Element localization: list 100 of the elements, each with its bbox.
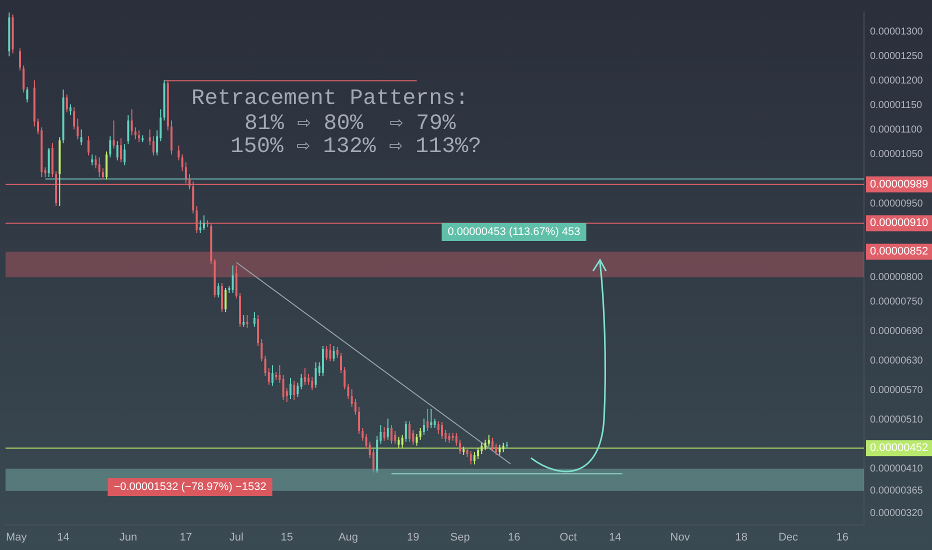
- candlestick: [178, 145, 180, 161]
- candlestick: [296, 382, 299, 398]
- y-tick-label: 0.00000365: [870, 486, 924, 497]
- candlestick: [311, 376, 314, 391]
- candlestick: [152, 136, 154, 156]
- candlestick: [426, 408, 429, 432]
- candlestick: [344, 366, 346, 390]
- candlestick: [26, 86, 28, 103]
- candlestick: [347, 383, 350, 400]
- annotation: 0.00000453 (113.67%) 453: [448, 226, 580, 238]
- y-tick-label: 0.00001250: [870, 50, 924, 62]
- candlestick: [448, 432, 450, 444]
- candlestick: [271, 364, 274, 386]
- band-label: 0.00000852: [870, 246, 928, 258]
- candlestick: [416, 433, 418, 446]
- candlestick: [408, 420, 411, 442]
- candlestick: [293, 380, 296, 401]
- y-tick-label: 0.00001050: [870, 149, 924, 160]
- candlestick: [308, 374, 310, 386]
- x-tick-label: 14: [57, 531, 70, 544]
- candlestick: [73, 106, 76, 130]
- candlestick: [383, 426, 386, 442]
- y-tick-label: 0.00001100: [870, 124, 923, 136]
- candlestick: [430, 408, 432, 429]
- annotation: −0.00001532 (−78.97%) −1532: [114, 481, 266, 494]
- annotation: 81% ⇨ 80% ⇨ 79%: [244, 110, 456, 136]
- candlestick: [340, 352, 342, 374]
- candlestick: [69, 104, 72, 116]
- candlestick: [130, 108, 133, 136]
- y-tick-label: 0.00000630: [870, 355, 924, 366]
- candlestick: [124, 144, 126, 166]
- x-tick-label: 14: [609, 531, 622, 544]
- ref-line-label: 0.00000989: [870, 178, 928, 190]
- candlestick: [106, 151, 108, 180]
- annotation: Retracement Patterns:: [191, 86, 469, 111]
- candlestick: [473, 452, 476, 465]
- candlestick: [88, 136, 90, 156]
- candlestick: [466, 447, 468, 458]
- candlestick: [329, 344, 332, 362]
- y-tick-label: 0.00001300: [870, 26, 924, 38]
- candlestick: [112, 120, 115, 150]
- candlestick: [491, 437, 494, 451]
- candlestick: [253, 312, 256, 328]
- candlestick: [390, 424, 393, 444]
- y-tick-label: 0.00000320: [870, 508, 924, 519]
- candlestick: [282, 374, 284, 401]
- candlestick: [278, 364, 281, 384]
- x-tick-label: 16: [836, 531, 848, 544]
- candlestick: [246, 314, 248, 328]
- x-tick-label: May: [6, 531, 28, 544]
- candlestick: [232, 264, 234, 294]
- candlestick: [358, 406, 360, 434]
- candlestick: [441, 422, 443, 440]
- y-tick-label: 0.00000950: [870, 198, 924, 210]
- candlestick: [422, 418, 425, 436]
- candlestick: [199, 220, 202, 234]
- candlestick: [80, 128, 82, 146]
- y-tick-label: 0.00001200: [870, 76, 924, 87]
- candlestick: [386, 418, 389, 440]
- candlestick: [66, 94, 68, 113]
- ref-line-label: 0.00000452: [870, 442, 928, 454]
- candlestick: [220, 282, 223, 313]
- candlestick: [404, 420, 407, 442]
- candlestick: [134, 126, 136, 140]
- candlestick: [394, 430, 396, 444]
- candlestick: [362, 428, 364, 442]
- candlestick: [148, 128, 151, 146]
- x-tick-label: 16: [508, 531, 520, 544]
- y-tick-label: 0.00000410: [870, 464, 924, 475]
- candlestick: [202, 214, 205, 231]
- candlestick: [495, 443, 498, 456]
- candlestick: [235, 264, 238, 299]
- candlestick: [304, 368, 306, 386]
- candlestick: [488, 434, 490, 448]
- candlestick: [419, 428, 422, 440]
- candlestick: [18, 48, 21, 71]
- x-tick-label: 19: [407, 531, 420, 544]
- candlestick: [91, 154, 94, 166]
- candlestick: [116, 140, 118, 161]
- candlestick: [455, 432, 458, 446]
- ref-line-label: 0.00000910: [870, 217, 928, 230]
- candlestick: [94, 154, 97, 169]
- x-tick-label: Jun: [119, 531, 138, 544]
- x-tick-label: Aug: [338, 531, 358, 544]
- candlestick: [22, 65, 25, 94]
- y-tick-label: 0.00000510: [870, 414, 924, 426]
- x-tick-label: Sep: [450, 531, 470, 544]
- candlestick: [459, 439, 462, 455]
- candlestick: [120, 138, 122, 163]
- candlestick: [181, 154, 184, 172]
- annotation: 150% ⇨ 132% ⇨ 113%?: [230, 134, 482, 159]
- x-tick-label: Dec: [778, 531, 799, 544]
- y-tick-label: 0.00001150: [870, 100, 923, 112]
- x-tick-label: 15: [280, 531, 294, 544]
- candlestick: [314, 362, 317, 388]
- candlestick: [332, 346, 335, 362]
- x-tick-label: 18: [735, 531, 748, 544]
- candlestick: [434, 418, 436, 429]
- x-tick-label: 17: [180, 531, 192, 544]
- y-tick-label: 0.00000690: [870, 326, 924, 338]
